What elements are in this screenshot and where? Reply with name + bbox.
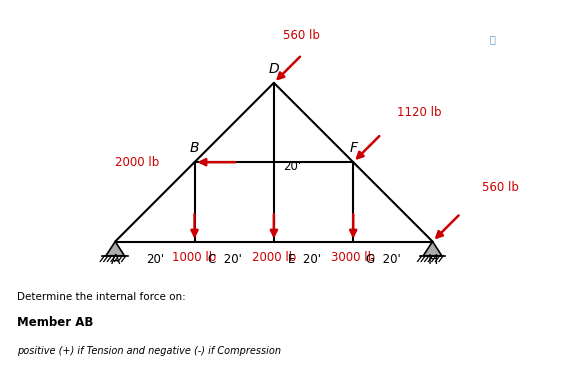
Text: B: B bbox=[190, 141, 199, 155]
Text: 1000 lb: 1000 lb bbox=[172, 251, 217, 264]
Text: 20': 20' bbox=[283, 160, 301, 172]
Text: Determine the internal force on:: Determine the internal force on: bbox=[17, 292, 186, 302]
Text: 2000 lb: 2000 lb bbox=[114, 156, 159, 169]
Text: positive (+) if Tension and negative (-) if Compression: positive (+) if Tension and negative (-)… bbox=[17, 346, 281, 356]
Text: 560 lb: 560 lb bbox=[283, 28, 320, 42]
Polygon shape bbox=[423, 241, 442, 256]
Text: H: H bbox=[427, 253, 438, 266]
Text: 20': 20' bbox=[146, 253, 164, 266]
Text: 3000 lb: 3000 lb bbox=[331, 251, 375, 264]
Text: C  20': C 20' bbox=[208, 253, 241, 266]
Text: E  20': E 20' bbox=[288, 253, 320, 266]
Text: 560 lb: 560 lb bbox=[482, 181, 519, 194]
Text: Member AB: Member AB bbox=[17, 316, 94, 329]
Text: F: F bbox=[349, 141, 357, 155]
Text: D: D bbox=[269, 62, 279, 76]
Text: 2000 lb: 2000 lb bbox=[252, 251, 296, 264]
Text: Ⓧ: Ⓧ bbox=[489, 34, 495, 44]
Text: A: A bbox=[110, 253, 120, 266]
Text: 1120 lb: 1120 lb bbox=[397, 105, 442, 119]
Polygon shape bbox=[106, 241, 125, 256]
Text: G  20': G 20' bbox=[366, 253, 401, 266]
